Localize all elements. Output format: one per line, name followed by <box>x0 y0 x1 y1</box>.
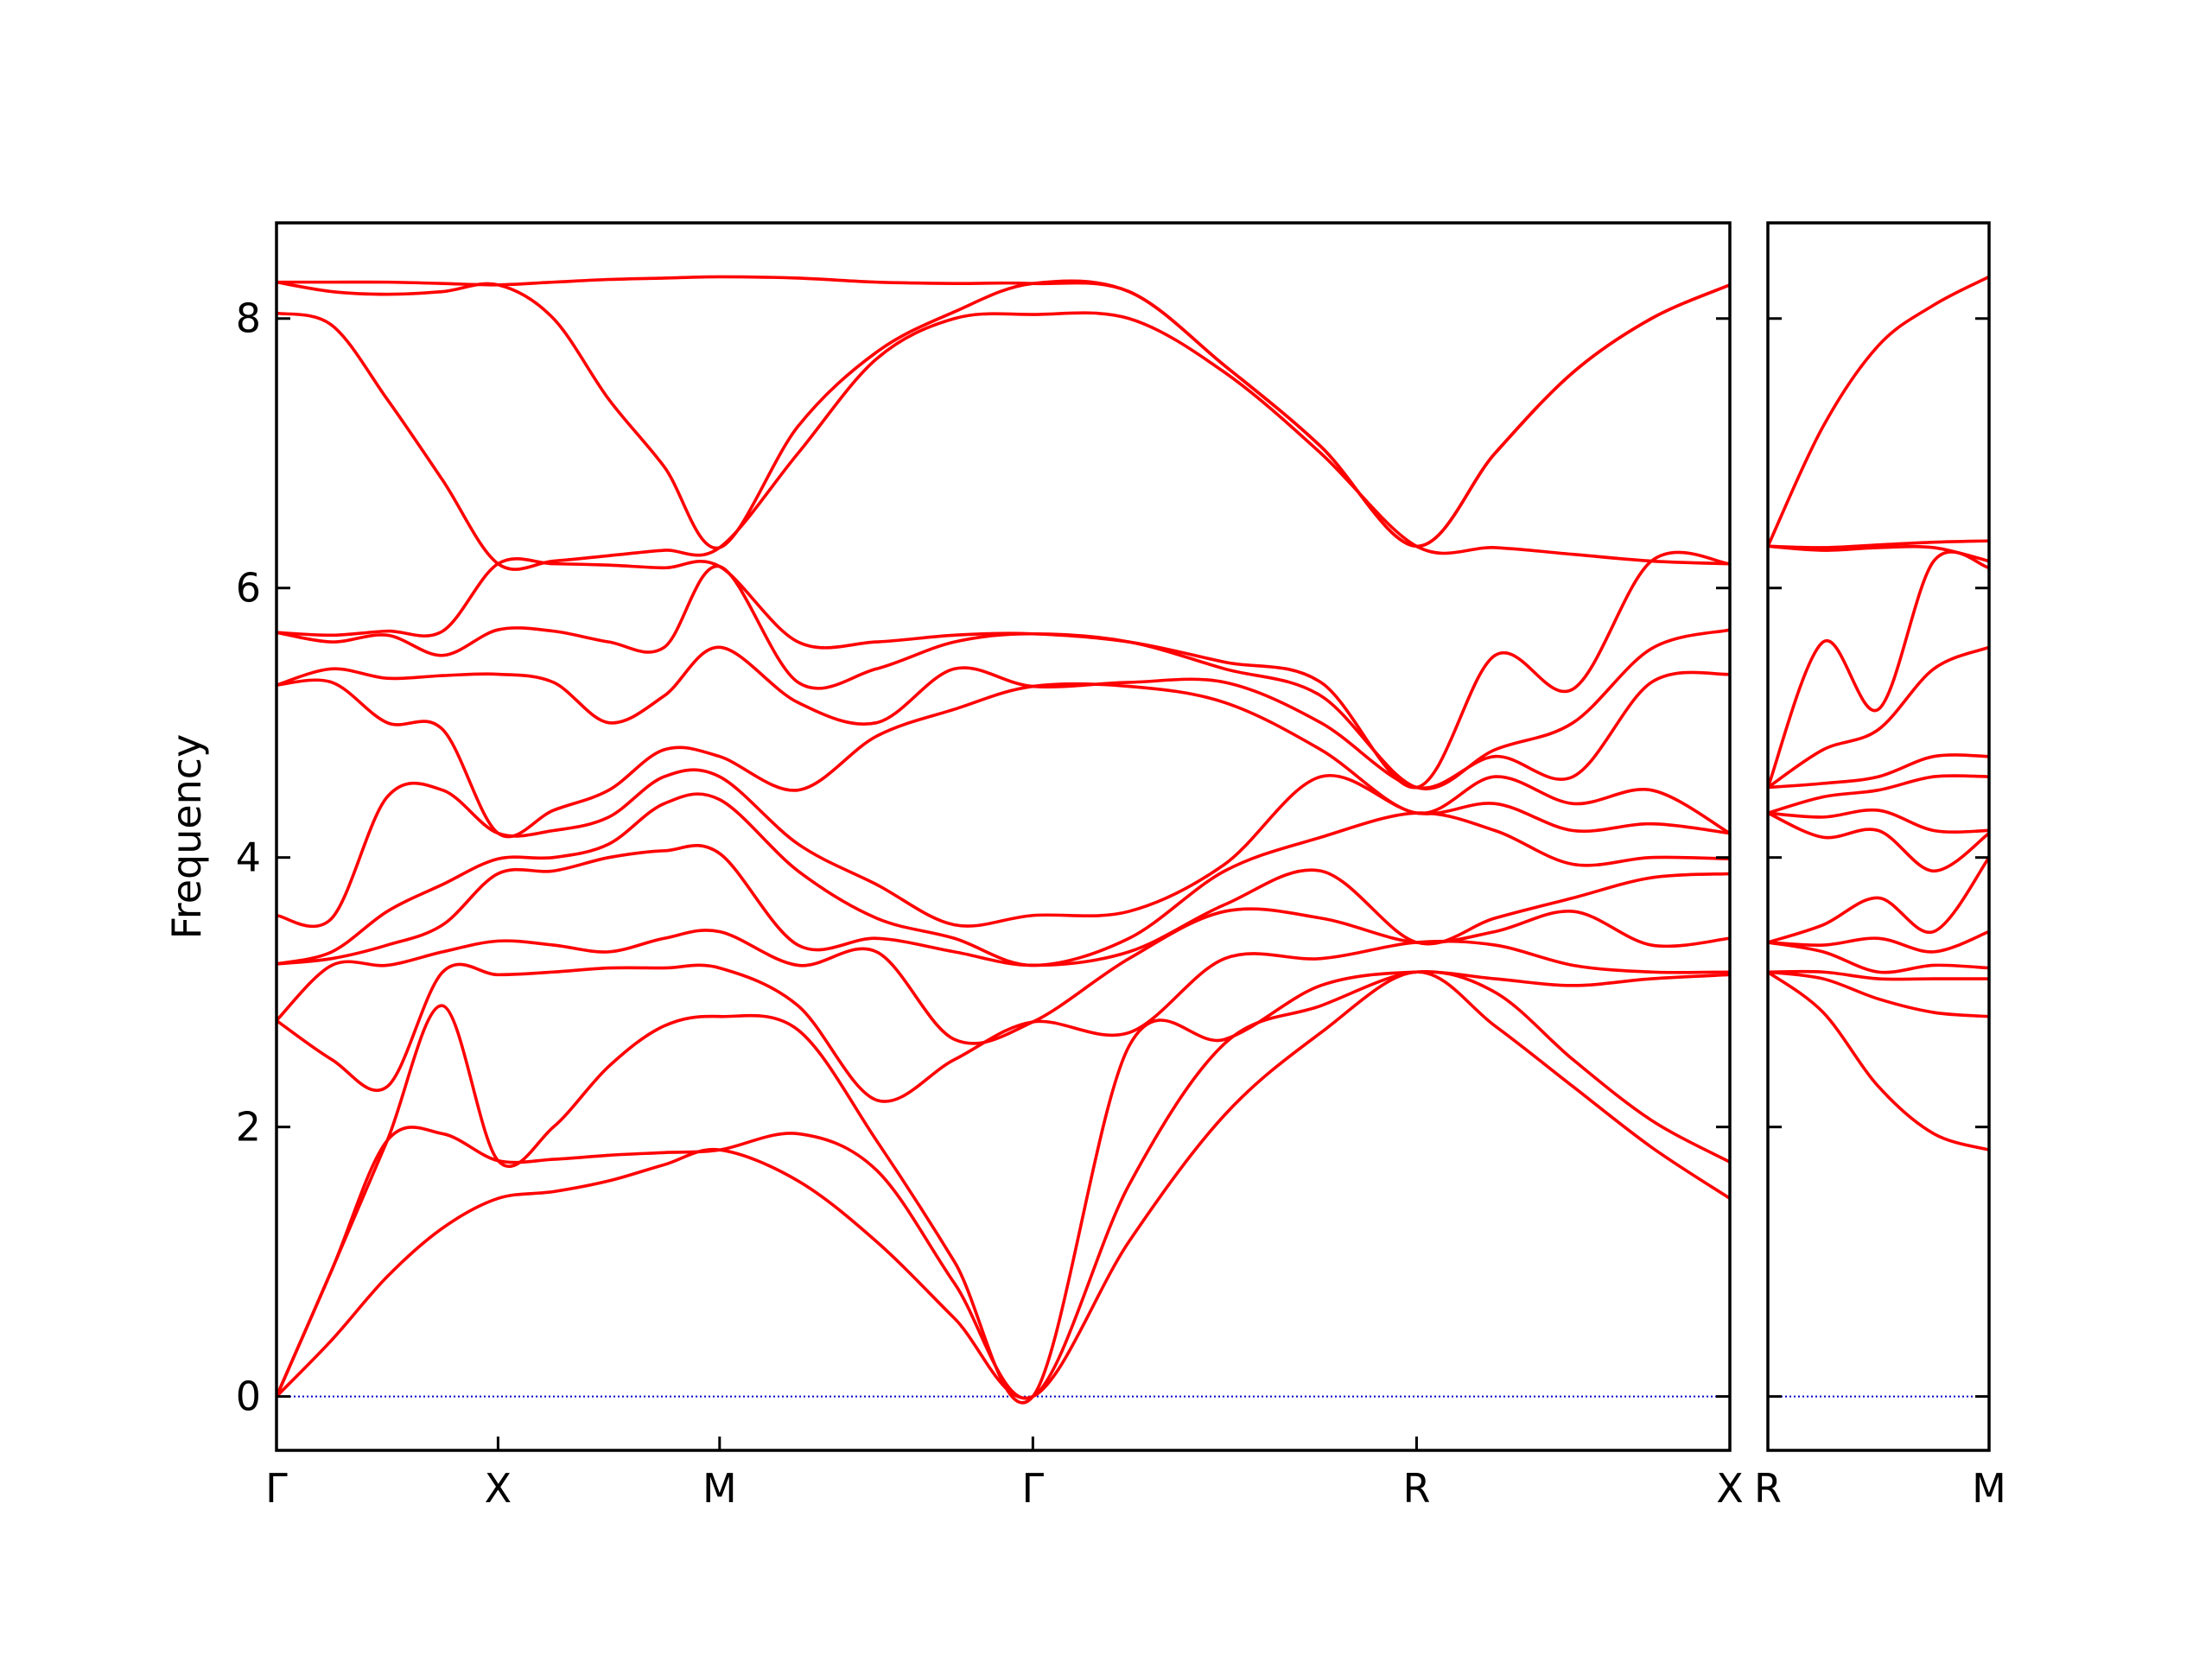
band-line <box>276 275 1731 549</box>
y-tick-label: 0 <box>236 1373 261 1420</box>
band-line <box>275 939 1731 1103</box>
band-line <box>1767 969 1989 981</box>
band-line <box>276 645 1731 790</box>
band-line <box>1767 774 1990 815</box>
band-line <box>1767 970 1990 1018</box>
plot-frame <box>275 221 1732 1452</box>
band-line <box>276 311 1731 571</box>
band-line <box>275 970 1731 1400</box>
band-line <box>1767 856 1991 944</box>
band-line <box>276 550 1731 790</box>
band-line <box>1767 811 1991 873</box>
band-line <box>275 970 1731 1405</box>
band-line <box>1767 753 1990 790</box>
band-line <box>276 768 1731 929</box>
band-line <box>1767 808 1990 834</box>
band-line <box>1766 645 1990 790</box>
y-tick-label: 6 <box>236 565 261 612</box>
x-tick-label: M <box>1972 1465 2006 1512</box>
x-tick-label: M <box>702 1465 737 1512</box>
band-line <box>275 907 1731 1045</box>
x-tick-label: Γ <box>1022 1465 1045 1512</box>
band-line <box>276 279 1731 550</box>
band-line <box>1767 544 1990 563</box>
x-tick-label: Γ <box>265 1465 288 1512</box>
x-tick-label: R <box>1402 1465 1430 1512</box>
band-line <box>276 564 1731 790</box>
band-line <box>1767 941 1990 974</box>
band-line <box>1766 970 1990 1151</box>
band-line <box>276 792 1731 967</box>
band-line <box>276 844 1731 967</box>
x-tick-label: X <box>1716 1465 1744 1512</box>
x-tick-label: X <box>485 1465 512 1512</box>
plot-frame <box>1766 221 1991 1452</box>
band-line <box>275 970 1731 1400</box>
y-tick-label: 2 <box>236 1104 261 1151</box>
y-axis-label: Frequency <box>163 734 210 940</box>
x-tick-label: R <box>1754 1465 1782 1512</box>
band-line <box>1767 539 1990 549</box>
band-line <box>1767 929 1990 954</box>
band-line <box>276 678 1731 839</box>
band-line <box>1766 275 1990 548</box>
y-tick-label: 4 <box>236 834 261 881</box>
band-line <box>1766 550 1990 789</box>
y-tick-label: 8 <box>236 295 261 342</box>
